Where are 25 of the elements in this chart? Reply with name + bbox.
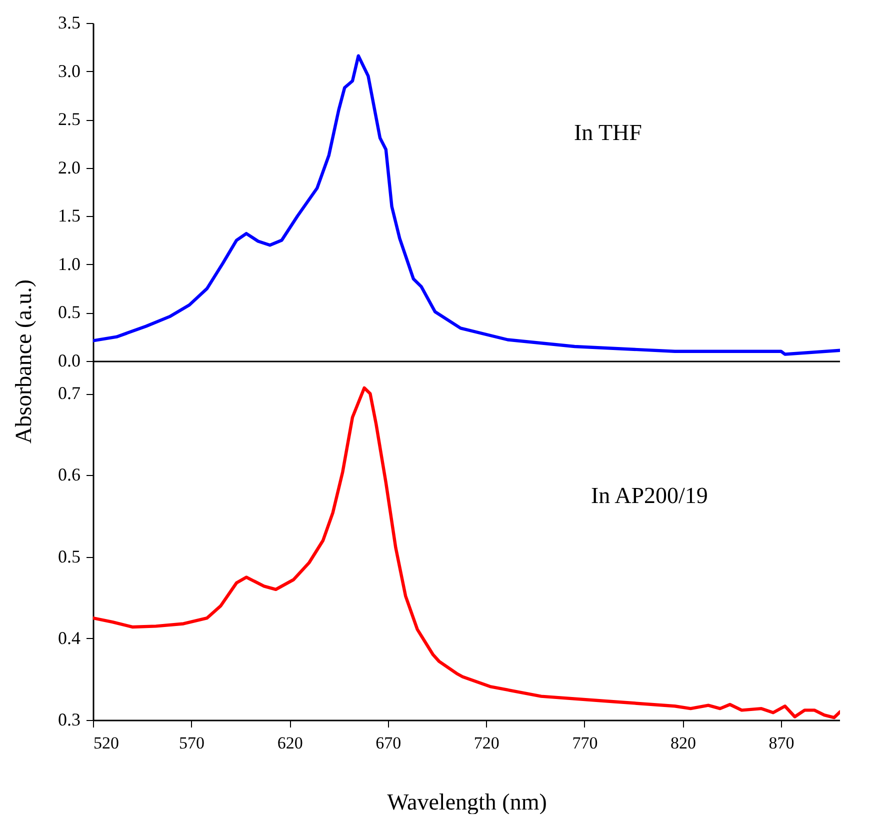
y-tick-label: 3.5 — [58, 12, 80, 32]
x-tick-label: 670 — [376, 734, 402, 752]
line-series — [93, 54, 840, 356]
x-tick-label: 770 — [572, 734, 598, 752]
y-axis-title: Absorbance (a.u.) — [11, 279, 36, 444]
y-tick-label: 0.3 — [58, 710, 80, 730]
y-tick-label: 1.5 — [58, 206, 80, 226]
annotation: In THF — [574, 120, 642, 145]
y-tick-label: 0.0 — [58, 350, 80, 370]
y-tick-label: 2.0 — [58, 157, 80, 178]
y-tick-label: 1.0 — [58, 254, 80, 274]
y-tick-label: 0.5 — [58, 302, 80, 322]
x-tick-label: 720 — [474, 734, 500, 752]
y-tick-label: 0.6 — [58, 464, 80, 485]
y-tick-label: 0.7 — [58, 383, 80, 404]
x-tick-label: 520 — [94, 734, 119, 752]
x-tick-label: 570 — [179, 734, 205, 752]
y-tick-label: 0.5 — [58, 546, 80, 566]
x-tick-label: 870 — [768, 734, 794, 752]
y-tick-label: 3.0 — [58, 60, 80, 81]
annotation: In AP200/19 — [591, 483, 708, 508]
y-tick-label: 2.5 — [58, 109, 80, 130]
x-tick-label: 620 — [277, 734, 303, 752]
x-tick-label: 820 — [670, 734, 696, 752]
y-tick-label: 0.4 — [58, 628, 80, 648]
